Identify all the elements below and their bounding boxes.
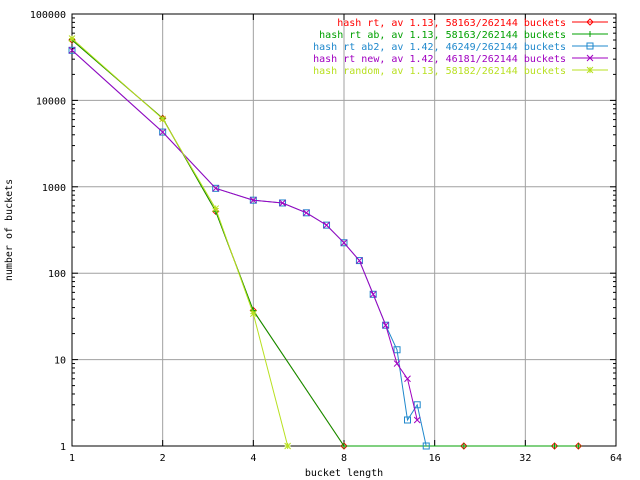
- y-tick-label: 1000: [42, 183, 66, 194]
- legend-label: hash rt new, av 1.42, 46181/262144 bucke…: [313, 54, 566, 65]
- data-point: [341, 443, 347, 449]
- axis-ticks: 1 2 4 8 16 32 64 1 10 100 1000 10000 100000: [30, 10, 622, 464]
- series-2: [69, 37, 582, 449]
- y-axis-title: number of buckets: [4, 179, 15, 281]
- data-point: [159, 115, 167, 123]
- data-point: [382, 321, 390, 329]
- data-point: [404, 375, 411, 383]
- legend: hash rt, av 1.13, 58163/262144 bucketsha…: [313, 18, 608, 77]
- data-point: [382, 321, 390, 329]
- y-tick-label: 100000: [30, 10, 66, 21]
- data-point: [575, 443, 582, 449]
- data-point: [303, 209, 310, 217]
- x-tick-label: 32: [519, 453, 531, 464]
- series-3: [68, 46, 430, 450]
- legend-marker: [586, 18, 594, 26]
- data-point: [212, 184, 220, 192]
- series-line: [71, 49, 418, 421]
- x-tick-label: 4: [250, 453, 256, 464]
- data-point: [369, 290, 377, 298]
- series-group: [68, 35, 583, 450]
- data-point: [393, 346, 401, 354]
- data-point: [340, 239, 348, 247]
- y-tick-label: 1: [60, 442, 66, 453]
- data-point: [323, 221, 330, 229]
- data-point: [249, 196, 257, 204]
- legend-label: hash rt, av 1.13, 58163/262144 buckets: [337, 18, 566, 29]
- data-point: [356, 257, 363, 264]
- data-point: [68, 46, 76, 54]
- data-point: [393, 360, 401, 367]
- data-point: [68, 35, 76, 42]
- data-point: [369, 290, 377, 298]
- data-point: [340, 239, 348, 247]
- x-axis-title: bucket length: [305, 468, 383, 479]
- series-4: [68, 46, 421, 424]
- x-tick-label: 64: [610, 453, 622, 464]
- series-line: [71, 49, 427, 447]
- data-point: [159, 128, 167, 136]
- data-point: [249, 310, 257, 318]
- data-point: [212, 184, 220, 192]
- legend-label: hash rt ab, av 1.13, 58163/262144 bucket…: [319, 30, 566, 41]
- data-point: [413, 416, 421, 424]
- data-point: [323, 221, 331, 229]
- data-point: [212, 205, 220, 212]
- legend-label: hash rt ab2, av 1.42, 46249/262144 bucke…: [313, 42, 566, 53]
- series-1: [68, 36, 583, 450]
- data-point: [355, 257, 363, 265]
- data-point: [68, 46, 76, 54]
- series-line: [71, 38, 289, 447]
- legend-marker: [586, 54, 594, 62]
- data-point: [302, 209, 310, 217]
- series-5: [68, 35, 292, 450]
- data-point: [460, 443, 467, 449]
- x-tick-label: 16: [429, 453, 441, 464]
- x-tick-label: 8: [341, 453, 347, 464]
- x-tick-label: 2: [160, 453, 166, 464]
- legend-label: hash random, av 1.13, 58182/262144 bucke…: [313, 66, 566, 77]
- data-point: [404, 416, 412, 424]
- data-point: [159, 128, 167, 136]
- x-tick-label: 1: [69, 453, 75, 464]
- legend-marker: [586, 66, 594, 74]
- data-point: [551, 443, 558, 449]
- data-point: [284, 442, 292, 450]
- grid: [72, 14, 616, 446]
- data-point: [422, 442, 430, 450]
- data-point: [279, 199, 286, 207]
- legend-marker: [587, 31, 593, 37]
- y-tick-label: 10000: [36, 96, 66, 107]
- legend-marker: [586, 42, 594, 50]
- data-point: [413, 401, 421, 409]
- y-tick-label: 100: [48, 269, 66, 280]
- y-tick-label: 10: [54, 356, 66, 367]
